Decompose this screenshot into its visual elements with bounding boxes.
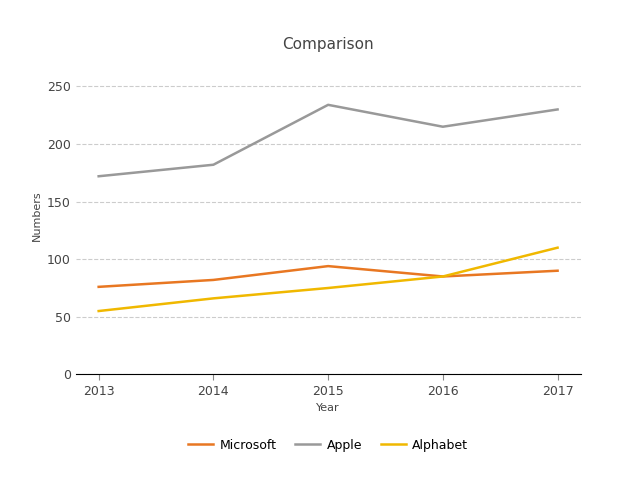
Apple <box>209 162 217 168</box>
Microsoft <box>554 268 562 274</box>
Line: Microsoft: Microsoft <box>98 266 558 287</box>
Alphabet <box>439 274 447 279</box>
Apple <box>554 107 562 112</box>
Apple <box>95 173 102 179</box>
Microsoft <box>439 274 447 279</box>
X-axis label: Year: Year <box>316 403 340 413</box>
Microsoft <box>209 277 217 283</box>
Alphabet <box>95 308 102 314</box>
Title: Comparison: Comparison <box>282 37 374 52</box>
Line: Apple: Apple <box>98 105 558 176</box>
Microsoft <box>324 263 332 269</box>
Y-axis label: Numbers: Numbers <box>32 191 42 241</box>
Apple <box>324 102 332 108</box>
Microsoft <box>95 284 102 290</box>
Alphabet <box>324 285 332 291</box>
Legend: Microsoft, Apple, Alphabet: Microsoft, Apple, Alphabet <box>183 434 473 457</box>
Line: Alphabet: Alphabet <box>98 248 558 311</box>
Alphabet <box>554 245 562 251</box>
Alphabet <box>209 296 217 301</box>
Apple <box>439 124 447 130</box>
